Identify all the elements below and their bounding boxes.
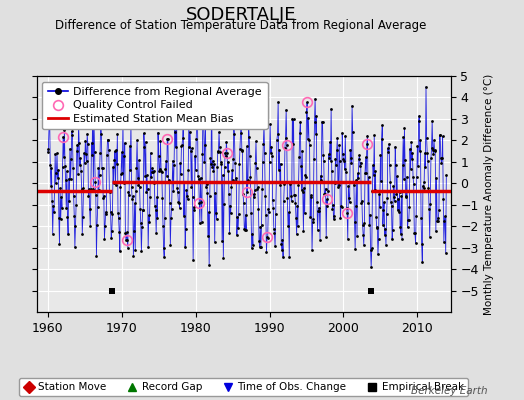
Text: Berkeley Earth: Berkeley Earth xyxy=(411,386,487,396)
Text: Difference of Station Temperature Data from Regional Average: Difference of Station Temperature Data f… xyxy=(56,19,427,32)
Y-axis label: Monthly Temperature Anomaly Difference (°C): Monthly Temperature Anomaly Difference (… xyxy=(484,73,495,315)
Text: SODERTALJE: SODERTALJE xyxy=(186,6,296,24)
Legend: Difference from Regional Average, Quality Control Failed, Estimated Station Mean: Difference from Regional Average, Qualit… xyxy=(42,82,268,129)
